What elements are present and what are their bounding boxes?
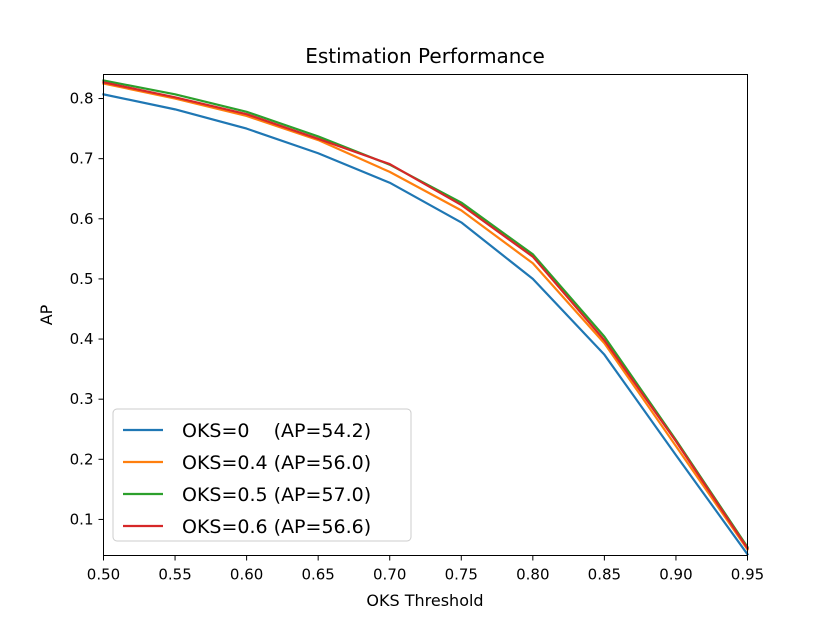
- x-tick-label: 0.80: [516, 566, 549, 584]
- x-tick-label: 0.50: [87, 566, 120, 584]
- y-tick-label: 0.6: [70, 210, 94, 228]
- series-line-4: [102, 81, 750, 550]
- x-tick-label: 0.95: [731, 566, 764, 584]
- legend-label-4: OKS=0.6 (AP=56.6): [182, 516, 371, 538]
- x-axis: 0.50 0.55 0.60 0.65 0.70 0.75 0.80 0.85 0.90 0.95: [87, 555, 764, 584]
- y-tick-label: 0.5: [70, 270, 94, 288]
- y-axis-label: AP: [37, 304, 56, 325]
- x-tick-label: 0.75: [445, 566, 478, 584]
- y-tick-label: 0.2: [70, 450, 94, 468]
- y-tick-label: 0.3: [70, 390, 94, 408]
- x-tick-label: 0.60: [230, 566, 263, 584]
- y-tick-label: 0.1: [70, 510, 94, 528]
- x-axis-label: OKS Threshold: [366, 591, 483, 610]
- x-tick-label: 0.65: [301, 566, 334, 584]
- x-tick-label: 0.90: [659, 566, 692, 584]
- legend-label-2: OKS=0.4 (AP=56.0): [182, 452, 371, 474]
- y-axis: 0.1 0.2 0.3 0.4 0.5 0.6 0.7 0.8: [70, 90, 104, 528]
- legend: OKS=0 (AP=54.2) OKS=0.4 (AP=56.0) OKS=0.5 …: [112, 408, 412, 542]
- series-layer: [102, 79, 750, 556]
- legend-label-3: OKS=0.5 (AP=57.0): [182, 484, 371, 506]
- y-tick-label: 0.8: [70, 90, 94, 108]
- plot-frame: [103, 74, 748, 556]
- chart-title: Estimation Performance: [305, 44, 545, 68]
- y-tick-label: 0.4: [70, 330, 94, 348]
- legend-label-1: OKS=0 (AP=54.2): [182, 420, 371, 442]
- x-tick-label: 0.70: [373, 566, 406, 584]
- legend-box: [112, 408, 412, 542]
- series-line-2: [102, 82, 750, 552]
- x-tick-label: 0.55: [158, 566, 191, 584]
- y-tick-label: 0.7: [70, 150, 94, 168]
- series-line-1: [102, 93, 750, 556]
- x-tick-label: 0.85: [588, 566, 621, 584]
